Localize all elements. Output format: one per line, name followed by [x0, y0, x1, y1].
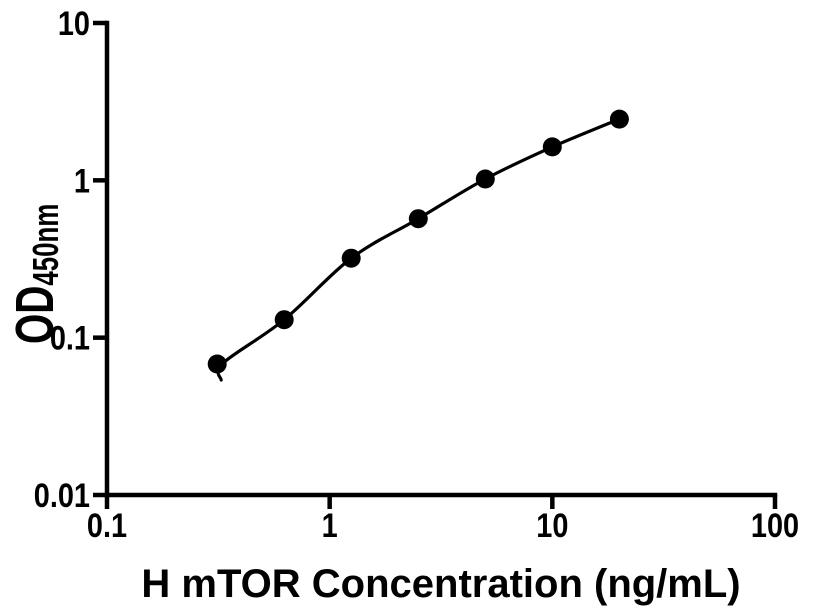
y-tick-label: 0.01: [34, 476, 90, 515]
y-tick-label: 10: [58, 4, 90, 43]
svg-text:10: 10: [536, 506, 568, 545]
x-tick-label: 100: [751, 506, 799, 545]
data-point: [609, 109, 629, 129]
x-tick-label: 10: [536, 506, 568, 545]
data-point: [475, 169, 495, 189]
x-tick-label: 0.1: [87, 506, 127, 545]
fit-curve: [216, 117, 621, 382]
y-axis-title: OD450nm: [4, 204, 66, 344]
y-axis-title-subscript: 450nm: [26, 204, 66, 286]
y-axis-tick-labels: 0.01 0.1 1 10: [34, 4, 90, 515]
data-points: [207, 109, 629, 374]
y-tick-label: 1: [74, 161, 90, 200]
axis-spine: [104, 20, 778, 498]
x-axis-title: H mTOR Concentration (ng/mL): [141, 562, 740, 606]
x-axis-ticks: [104, 495, 778, 509]
svg-text:0.1: 0.1: [50, 318, 90, 357]
data-point: [274, 310, 294, 330]
data-point: [207, 354, 227, 374]
svg-text:1: 1: [322, 506, 338, 545]
svg-text:OD450nm: OD450nm: [4, 204, 66, 344]
y-axis-title-main: OD: [4, 286, 65, 344]
x-axis-tick-labels: 0.1 1 10 100: [87, 506, 799, 545]
svg-text:100: 100: [751, 506, 799, 545]
svg-text:10: 10: [58, 4, 90, 43]
svg-text:1: 1: [74, 161, 90, 200]
svg-text:0.01: 0.01: [34, 476, 90, 515]
data-point: [408, 209, 428, 229]
y-tick-label: 0.1: [50, 318, 90, 357]
x-tick-label: 1: [322, 506, 338, 545]
svg-text:0.1: 0.1: [87, 506, 127, 545]
data-point: [341, 248, 361, 268]
data-point: [542, 137, 562, 157]
y-axis-ticks: [93, 20, 107, 498]
